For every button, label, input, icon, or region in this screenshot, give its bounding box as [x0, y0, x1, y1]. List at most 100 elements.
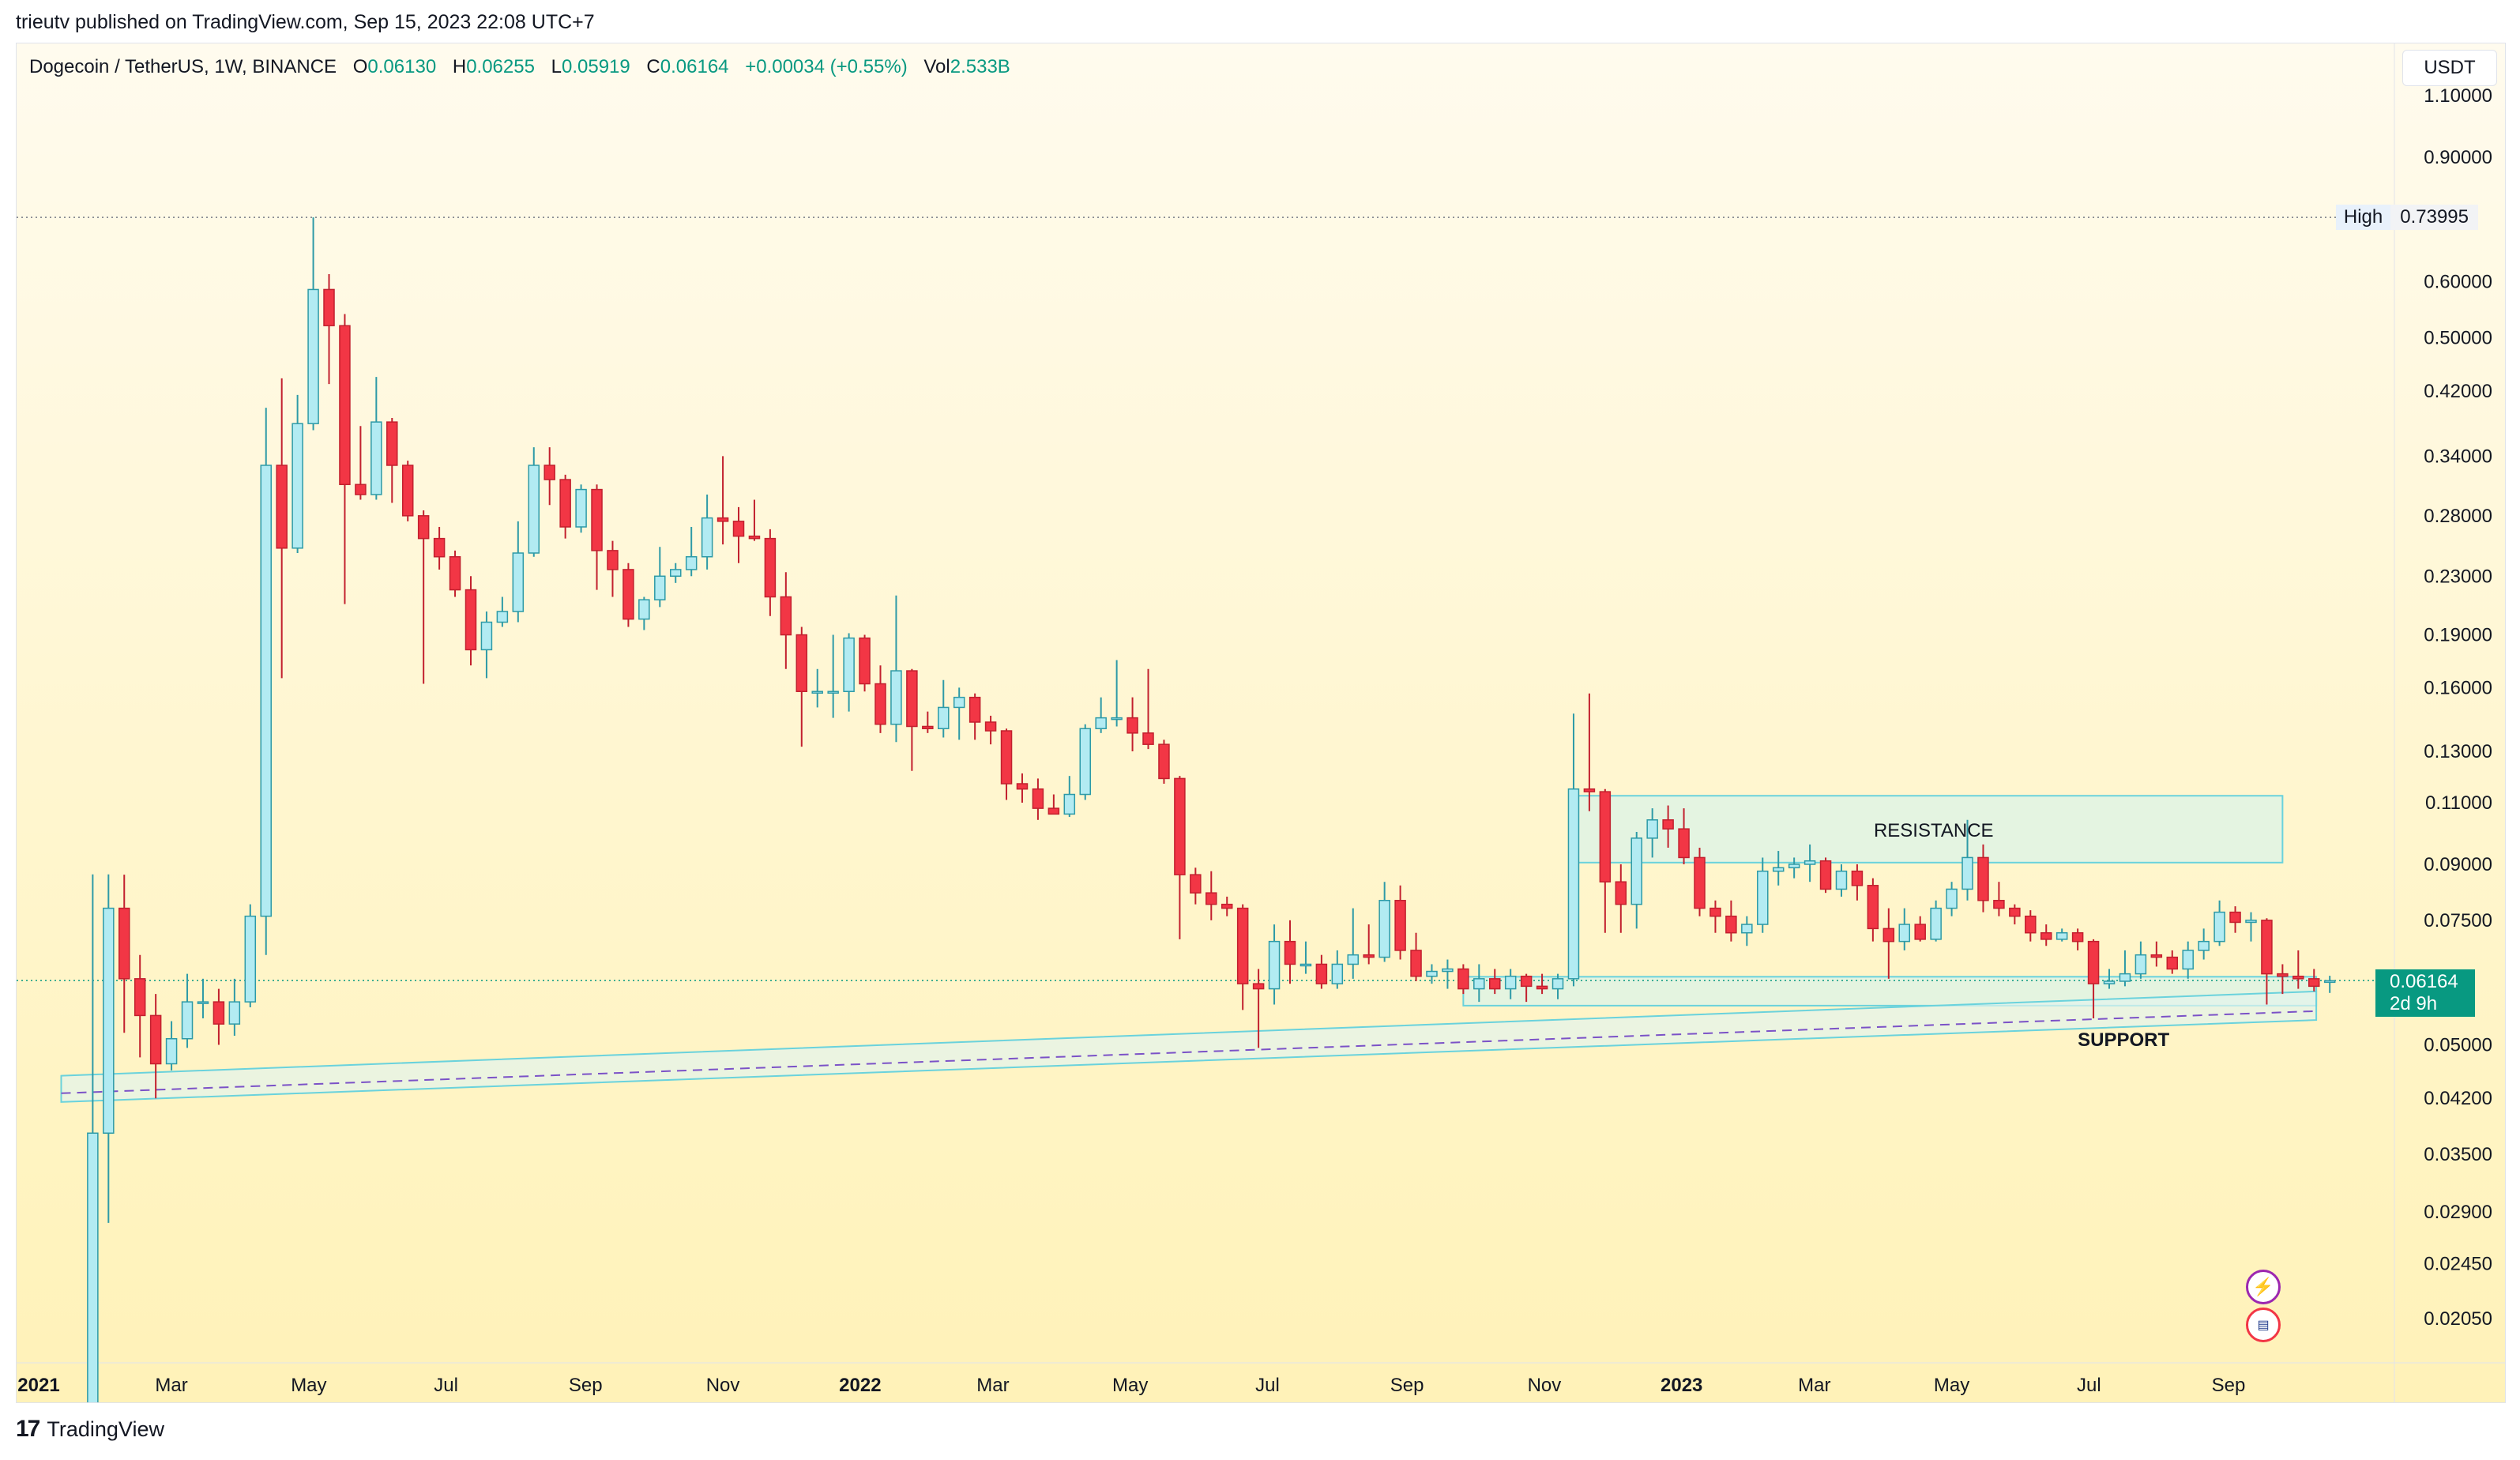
candle-body [370, 421, 382, 495]
candle-body [922, 725, 934, 729]
candle-body [2150, 954, 2163, 958]
candle-body [1142, 732, 1154, 745]
candle-body [433, 537, 446, 558]
candle-body [685, 555, 698, 570]
candle-body [1678, 828, 1690, 859]
candle-body [654, 575, 666, 600]
candle-body [1803, 860, 1816, 865]
candle-body [291, 423, 303, 549]
y-tick-label: 0.05000 [2424, 1034, 2492, 1055]
candle-body [244, 915, 257, 1003]
y-tick-label: 0.42000 [2424, 381, 2492, 402]
low-label: L [551, 56, 562, 77]
candle-body [748, 535, 761, 540]
candle-body [197, 1001, 209, 1004]
chart-area[interactable]: RESISTANCE SUPPORT 1.10000 0.90000 0.60000 0.… [16, 43, 2506, 1403]
currency-button[interactable]: USDT [2402, 50, 2497, 86]
lightning-icon[interactable]: ⚡ [2246, 1270, 2281, 1304]
candle-body [1426, 970, 1438, 977]
y-tick-label: 0.02050 [2424, 1308, 2492, 1330]
candle-body [134, 978, 146, 1017]
resistance-label: RESISTANCE [1874, 820, 1994, 841]
candle-body [465, 589, 477, 651]
candle-body [1536, 985, 1548, 990]
open-label: O [352, 56, 368, 77]
high-label-tag: High [2335, 205, 2391, 231]
candle-body [2245, 920, 2257, 924]
candle-body [260, 465, 272, 917]
candle-body [1158, 743, 1170, 780]
candle-body [181, 1001, 194, 1040]
x-tick-label: May [1934, 1375, 1969, 1396]
y-tick-label: 0.04200 [2424, 1088, 2492, 1109]
candle-body [118, 907, 130, 980]
x-tick-label: Mar [1798, 1375, 1830, 1396]
candle-body [1063, 793, 1076, 815]
candle-body [732, 521, 745, 537]
candle-body [149, 1014, 162, 1065]
candlestick-chart[interactable]: RESISTANCE SUPPORT 1.10000 0.90000 0.60000 0.… [17, 43, 2506, 1403]
candle-body [938, 706, 950, 729]
candle-body [1662, 819, 1674, 830]
candle-body [228, 1001, 241, 1025]
candle-body [1615, 881, 1627, 905]
candle-body [1095, 717, 1107, 729]
y-tick-label: 0.60000 [2424, 272, 2492, 293]
candle-body [1111, 717, 1123, 721]
candle-body [1299, 963, 1312, 967]
candle-body [1851, 870, 1864, 886]
y-tick-label: 0.19000 [2424, 625, 2492, 646]
candle-body [1221, 903, 1233, 909]
candle-body [1032, 788, 1044, 809]
candle-body [2055, 931, 2068, 940]
candle-body [1993, 900, 2005, 909]
candle-body [701, 517, 713, 558]
y-tick-label: 0.03500 [2424, 1144, 2492, 1165]
current-price-value: 0.06164 [2390, 971, 2458, 993]
y-tick-label: 0.50000 [2424, 327, 2492, 348]
candle-body [1946, 888, 1958, 909]
y-tick-label: 0.02450 [2424, 1254, 2492, 1275]
published-caption: trieutv published on TradingView.com, Se… [16, 11, 595, 33]
candle-body [1630, 837, 1642, 905]
candle-body [1788, 864, 1800, 869]
candle-body [1347, 954, 1360, 965]
candle-body [2119, 973, 2131, 982]
candle-body [953, 696, 965, 709]
candle-body [859, 637, 871, 685]
tradingview-logo[interactable]: 17 TradingView [16, 1416, 164, 1443]
candle-body [1410, 950, 1422, 977]
candle-body [969, 696, 981, 723]
candle-body [2323, 980, 2336, 984]
candle-body [1236, 907, 1249, 984]
candle-body [1363, 954, 1375, 958]
candle-body [1977, 856, 1989, 901]
high-label: H [452, 56, 467, 77]
x-tick-label: May [1112, 1375, 1148, 1396]
x-tick-label: Sep [2212, 1375, 2246, 1396]
candle-body [2103, 980, 2116, 984]
candle-body [669, 569, 682, 578]
candle-body [2213, 911, 2225, 943]
candle-body [1930, 907, 1942, 940]
x-tick-label: Jul [434, 1375, 458, 1396]
candle-body [2025, 915, 2037, 934]
candle-body [780, 596, 792, 636]
candle-body [355, 484, 367, 495]
candle-body [1914, 924, 1926, 940]
volume-value: 2.533B [950, 56, 1010, 77]
candle-body [2134, 954, 2147, 975]
x-tick-label: 2023 [1661, 1375, 1702, 1396]
candle-body [417, 515, 430, 540]
candle-body [1709, 907, 1721, 917]
candle-body [638, 599, 650, 620]
candle-body [1725, 915, 1737, 934]
candle-body [1551, 978, 1564, 990]
candle-body [559, 479, 571, 528]
volume-label: Vol [923, 56, 950, 77]
candle-body [2261, 920, 2273, 975]
candle-body [512, 552, 525, 612]
close-label: C [646, 56, 660, 77]
symbol-name[interactable]: Dogecoin / TetherUS, 1W, BINANCE [29, 56, 337, 77]
us-flag-icon[interactable]: ▤ [2246, 1308, 2281, 1342]
